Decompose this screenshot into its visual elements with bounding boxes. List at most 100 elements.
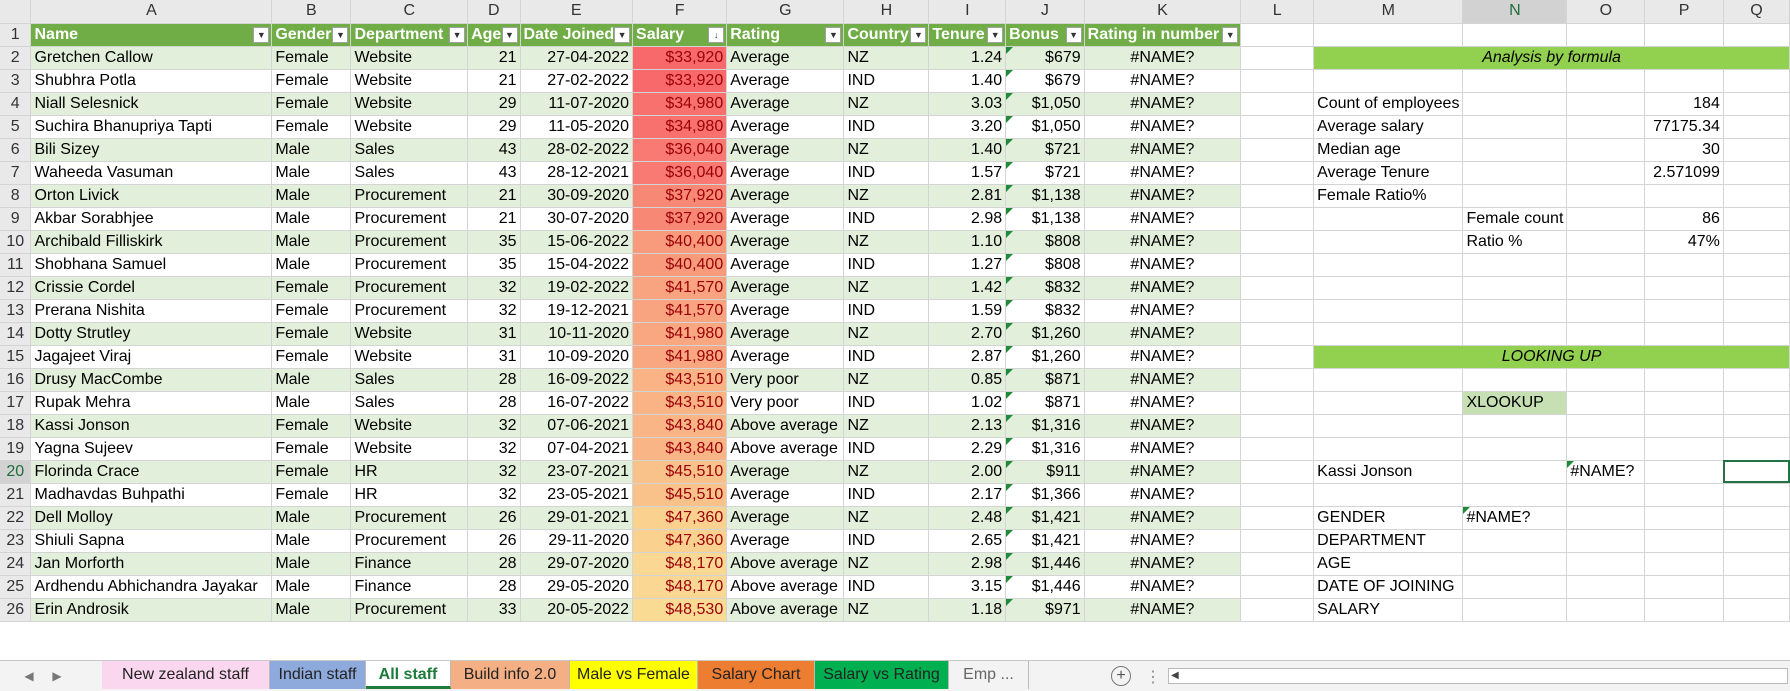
bonus-cell[interactable]: $832 (1005, 276, 1085, 300)
sort-descending-icon[interactable]: ↓ (708, 26, 725, 43)
cell[interactable] (1566, 207, 1646, 231)
date-cell[interactable]: 19-02-2022 (520, 276, 634, 300)
cell[interactable] (1240, 92, 1315, 116)
bonus-cell[interactable]: $871 (1005, 391, 1085, 415)
cell[interactable] (1723, 115, 1790, 139)
name-cell[interactable]: Jagajeet Viraj (30, 345, 273, 369)
rating-cell[interactable]: Average (726, 46, 845, 70)
filter-dropdown-icon[interactable]: ▼ (332, 26, 349, 43)
column-header[interactable]: C (350, 0, 469, 24)
rating-number-cell[interactable]: #NAME? (1084, 69, 1242, 93)
rating-cell[interactable]: Average (726, 184, 845, 208)
cell[interactable] (1723, 161, 1790, 185)
tenure-cell[interactable]: 2.98 (928, 207, 1007, 231)
cell[interactable] (1566, 414, 1646, 438)
rating-number-cell[interactable]: #NAME? (1084, 276, 1242, 300)
country-cell[interactable]: NZ (843, 414, 930, 438)
gender-cell[interactable]: Female (271, 46, 352, 70)
gender-cell[interactable]: Male (271, 391, 352, 415)
date-cell[interactable]: 23-07-2021 (520, 460, 634, 484)
filter-dropdown-icon[interactable]: ▼ (1222, 26, 1239, 43)
date-cell[interactable]: 29-07-2020 (520, 552, 634, 576)
bonus-cell[interactable]: $1,316 (1005, 414, 1085, 438)
department-cell[interactable]: Website (350, 46, 469, 70)
rating-number-cell[interactable]: #NAME? (1084, 345, 1242, 369)
cell[interactable] (1240, 230, 1315, 254)
date-cell[interactable]: 16-07-2022 (520, 391, 634, 415)
tenure-cell[interactable]: 1.02 (928, 391, 1007, 415)
avg-tenure-label[interactable]: Average Tenure (1313, 161, 1464, 185)
bonus-cell[interactable]: $971 (1005, 598, 1085, 622)
cell[interactable] (1462, 368, 1568, 392)
country-cell[interactable]: NZ (843, 322, 930, 346)
sheet-tab[interactable]: Build info 2.0 (451, 661, 570, 689)
cell[interactable] (1240, 391, 1315, 415)
cell[interactable] (1723, 529, 1790, 553)
name-cell[interactable]: Yagna Sujeev (30, 437, 273, 461)
name-cell[interactable]: Drusy MacCombe (30, 368, 273, 392)
bonus-cell[interactable]: $1,421 (1005, 506, 1085, 530)
salary-cell[interactable]: $43,510 (632, 391, 728, 415)
bonus-cell[interactable]: $1,316 (1005, 437, 1085, 461)
country-cell[interactable]: IND (843, 253, 930, 277)
table-header-salary[interactable]: Salary ↓ (632, 23, 728, 47)
department-cell[interactable]: Procurement (350, 529, 469, 553)
analysis-title[interactable]: Analysis by formula (1313, 46, 1790, 70)
name-cell[interactable]: Niall Selesnick (30, 92, 273, 116)
row-header[interactable]: 3 (0, 69, 32, 93)
select-all-corner[interactable] (0, 0, 32, 24)
column-header[interactable]: I (928, 0, 1007, 24)
age-cell[interactable]: 31 (467, 322, 521, 346)
name-cell[interactable]: Shubhra Potla (30, 69, 273, 93)
sheet-tab[interactable]: Indian staff (270, 661, 366, 689)
cell[interactable] (1240, 299, 1315, 323)
sheet-tab[interactable]: New zealand staff (102, 661, 270, 689)
gender-cell[interactable]: Male (271, 161, 352, 185)
rating-cell[interactable]: Very poor (726, 391, 845, 415)
tenure-cell[interactable]: 3.03 (928, 92, 1007, 116)
filter-dropdown-icon[interactable]: ▼ (825, 26, 842, 43)
salary-cell[interactable]: $45,510 (632, 460, 728, 484)
tenure-cell[interactable]: 1.40 (928, 138, 1007, 162)
cell[interactable] (1240, 368, 1315, 392)
rating-number-cell[interactable]: #NAME? (1084, 598, 1242, 622)
bonus-cell[interactable]: $808 (1005, 253, 1085, 277)
cell[interactable] (1462, 276, 1568, 300)
bonus-cell[interactable]: $679 (1005, 69, 1085, 93)
cell[interactable] (1723, 230, 1790, 254)
age-cell[interactable]: 32 (467, 299, 521, 323)
cell[interactable] (1566, 368, 1646, 392)
worksheet-table[interactable]: A B C D E F G H I J K L M N O P Q 1 Name… (0, 0, 1790, 622)
rating-number-cell[interactable]: #NAME? (1084, 46, 1242, 70)
cell[interactable] (1462, 460, 1568, 484)
gender-cell[interactable]: Male (271, 552, 352, 576)
gender-cell[interactable]: Female (271, 483, 352, 507)
tenure-cell[interactable]: 2.00 (928, 460, 1007, 484)
sheet-tab[interactable]: Salary Chart (698, 661, 815, 689)
cell[interactable] (1723, 138, 1790, 162)
rating-number-cell[interactable]: #NAME? (1084, 391, 1242, 415)
rating-cell[interactable]: Average (726, 460, 845, 484)
rating-number-cell[interactable]: #NAME? (1084, 483, 1242, 507)
cell[interactable] (1566, 529, 1646, 553)
cell[interactable] (1566, 230, 1646, 254)
xlookup-label[interactable]: XLOOKUP (1462, 391, 1568, 415)
column-header[interactable]: A (30, 0, 273, 24)
country-cell[interactable]: NZ (843, 598, 930, 622)
salary-cell[interactable]: $34,980 (632, 115, 728, 139)
cell[interactable] (1644, 299, 1724, 323)
row-header[interactable]: 9 (0, 207, 32, 231)
cell[interactable] (1462, 253, 1568, 277)
cell[interactable] (1644, 23, 1724, 47)
age-cell[interactable]: 29 (467, 92, 521, 116)
gender-cell[interactable]: Male (271, 207, 352, 231)
cell[interactable] (1723, 207, 1790, 231)
age-cell[interactable]: 21 (467, 46, 521, 70)
cell[interactable] (1566, 506, 1646, 530)
chevron-right-icon[interactable]: ▶ (52, 669, 62, 683)
cell[interactable] (1566, 184, 1646, 208)
age-cell[interactable]: 28 (467, 575, 521, 599)
department-cell[interactable]: Procurement (350, 598, 469, 622)
sheet-tab[interactable]: Male vs Female (570, 661, 698, 689)
cell[interactable] (1566, 391, 1646, 415)
